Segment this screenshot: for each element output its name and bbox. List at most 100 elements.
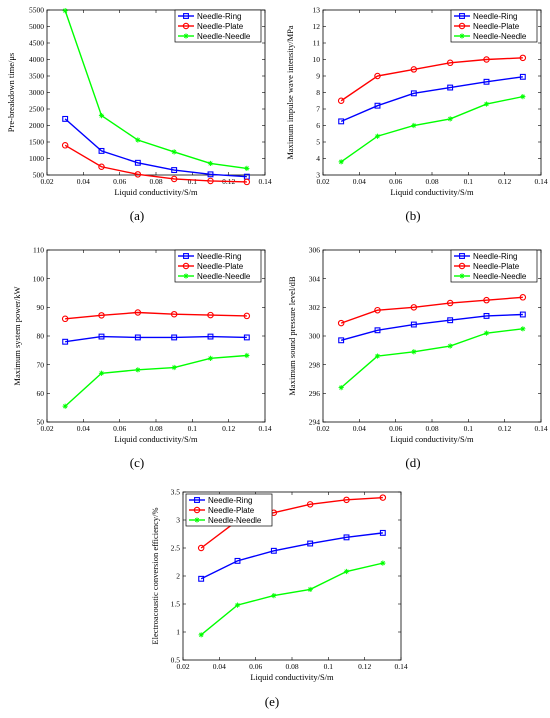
x-tick-label: 0.08 <box>149 424 162 433</box>
data-point <box>134 309 142 316</box>
y-tick-label: 1.5 <box>171 600 181 609</box>
legend-entry: Needle-Plate <box>197 22 244 31</box>
y-tick-label: 300 <box>309 332 321 341</box>
data-point <box>207 355 214 361</box>
data-point <box>374 306 381 314</box>
chart-panel-d: 0.02 0.04 0.06 0.08 0.1 0.12 0.14 294 296 298 300 3… <box>287 246 548 470</box>
x-tick-label: 0.06 <box>249 662 262 671</box>
legend-marker <box>183 253 189 259</box>
data-point <box>170 175 178 183</box>
y-tick-label: 10 <box>313 55 321 64</box>
y-tick-label: 296 <box>309 389 321 398</box>
y-tick-label: 304 <box>309 274 321 283</box>
data-point <box>343 534 350 541</box>
data-point <box>447 84 454 91</box>
legend-marker <box>193 506 201 514</box>
data-point <box>447 343 453 349</box>
data-point <box>307 540 314 547</box>
y-tick-label: 2 <box>176 572 180 581</box>
data-point <box>135 137 141 143</box>
legend-marker <box>183 13 189 19</box>
y-tick-label: 9 <box>316 72 320 81</box>
y-tick-label: 294 <box>309 418 321 427</box>
chart-panel-b: 0.02 0.04 0.06 0.08 0.1 0.12 0.14 3 4 5 6 7 8 9 10 11 12… <box>285 6 548 223</box>
series-needle-plate <box>337 54 527 105</box>
data-point <box>410 321 417 328</box>
x-tick-label: 0.12 <box>358 662 371 671</box>
y-tick-label: 13 <box>313 6 321 15</box>
data-point <box>207 177 214 185</box>
y-tick-label: 11 <box>313 39 320 48</box>
series-line <box>64 10 247 170</box>
legend-entry: Needle-Plate <box>473 22 520 31</box>
legend-marker <box>194 517 200 523</box>
data-point <box>62 8 68 14</box>
series-needle-ring <box>338 73 526 125</box>
panel-label: (e) <box>265 694 279 709</box>
series-line <box>65 311 247 320</box>
y-tick-label: 3000 <box>29 88 44 97</box>
y-axis-title: Pre-breakdown time/μs <box>6 53 16 132</box>
x-tick-label: 0.06 <box>113 424 126 433</box>
data-point <box>338 118 345 125</box>
data-point <box>374 133 381 139</box>
x-tick-label: 0.06 <box>113 177 126 186</box>
y-tick-label: 4500 <box>29 39 44 48</box>
data-point <box>171 149 177 155</box>
data-point <box>271 593 277 599</box>
y-tick-label: 3 <box>176 516 180 525</box>
data-point <box>338 385 344 391</box>
chart-panel-a: 0.02 0.04 0.06 0.08 0.1 0.12 0.145001000150020… <box>6 6 272 223</box>
data-point <box>374 327 381 334</box>
x-axis-title: Liquid conductivity/S/m <box>390 187 474 197</box>
series-needle-needle <box>198 560 386 638</box>
y-tick-label: 5500 <box>29 6 44 15</box>
legend-entry: Needle-Ring <box>208 496 252 505</box>
x-tick-label: 0.02 <box>316 424 329 433</box>
series-line <box>340 76 523 123</box>
x-tick-label: 0.12 <box>498 177 511 186</box>
legend-marker <box>194 497 200 503</box>
y-tick-label: 90 <box>37 303 45 312</box>
legend-marker <box>183 273 189 279</box>
x-tick-label: 0.04 <box>353 177 366 186</box>
data-point <box>520 326 526 332</box>
x-axis-title: Liquid conductivity/S/m <box>114 187 198 197</box>
y-tick-label: 5 <box>316 138 320 147</box>
data-point <box>244 352 250 359</box>
y-tick-label: 70 <box>37 360 45 369</box>
y-tick-label: 100 <box>33 274 45 283</box>
series-needle-plate <box>61 309 251 323</box>
series-needle-ring <box>338 311 526 344</box>
data-point <box>98 312 105 319</box>
data-point <box>343 496 350 504</box>
y-tick-label: 6 <box>316 121 320 130</box>
x-tick-label: 0.06 <box>389 177 402 186</box>
y-tick-label: 298 <box>309 360 321 369</box>
x-axis-title: Liquid conductivity/S/m <box>114 434 198 444</box>
data-point <box>379 494 387 501</box>
x-tick-label: 0.14 <box>394 662 407 671</box>
legend-entry: Needle-Ring <box>197 252 241 261</box>
data-point <box>134 159 141 166</box>
data-point <box>446 59 454 67</box>
x-tick-label: 0.02 <box>176 662 189 671</box>
data-point <box>207 311 214 319</box>
x-tick-label: 0.14 <box>534 177 547 186</box>
data-point <box>198 575 205 582</box>
data-point <box>170 310 178 318</box>
data-point <box>483 312 490 319</box>
data-point <box>62 403 68 409</box>
y-axis-title: Maximum system power/kW <box>12 286 22 385</box>
y-tick-label: 5000 <box>29 22 44 31</box>
x-tick-label: 0.1 <box>324 662 334 671</box>
data-point <box>98 163 105 171</box>
chart-panel-c: 0.02 0.04 0.06 0.08 0.1 0.12 0.14 50 60 70 80 90 100… <box>12 246 272 470</box>
data-point <box>62 115 69 122</box>
series-needle-plate <box>337 294 527 327</box>
panel-label: (d) <box>405 455 420 470</box>
data-point <box>98 370 105 376</box>
